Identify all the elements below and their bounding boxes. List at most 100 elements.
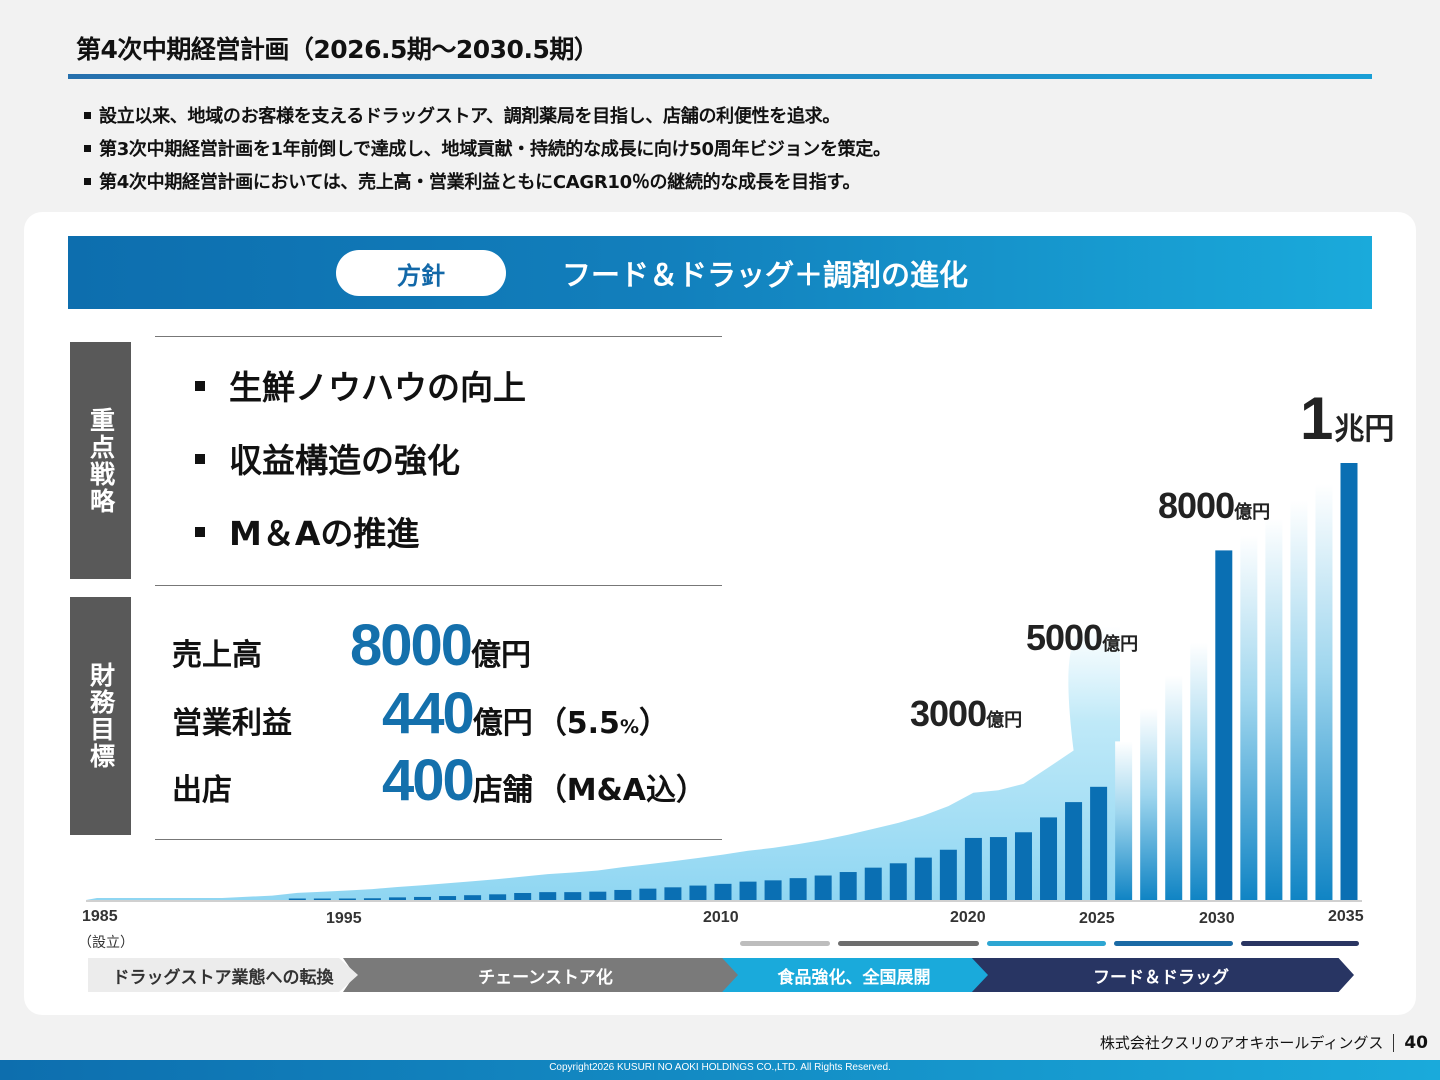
policy-text: フード＆ドラッグ＋調剤の進化 xyxy=(562,258,969,292)
bar-2016 xyxy=(864,867,882,900)
summary-bullet: 第4次中期経営計画においては、売上高・営業利益ともにCAGR10％の継続的な成長… xyxy=(84,166,891,199)
bar-2003 xyxy=(539,892,557,900)
x-tick-2035: 2035 xyxy=(1328,908,1364,925)
policy-banner xyxy=(68,236,1372,309)
bar-1997 xyxy=(388,897,406,900)
x-tick-1985: 1985 xyxy=(82,908,118,925)
bar-2019 xyxy=(939,849,957,900)
phase-line-5 xyxy=(1241,941,1359,946)
bar-2009 xyxy=(689,885,707,900)
bar-2017 xyxy=(889,863,907,900)
bar-2018 xyxy=(914,857,932,900)
bar-2014 xyxy=(814,875,832,900)
bar-2027 xyxy=(1140,708,1158,900)
bar-2020 xyxy=(964,837,982,900)
bar-2029 xyxy=(1190,642,1208,900)
x-tick-2020: 2020 xyxy=(950,909,986,926)
bar-1999 xyxy=(439,896,457,900)
bar-2030 xyxy=(1215,550,1233,900)
bar-2021 xyxy=(989,837,1007,900)
finance-row-unit: 店舗 xyxy=(472,773,533,808)
phase-drugstore-conversion: ドラッグストア業態への転換 xyxy=(88,958,358,992)
x-tick-1985-sub: （設立） xyxy=(78,935,134,951)
bar-2012 xyxy=(764,880,782,900)
bar-2010 xyxy=(714,883,732,900)
divider xyxy=(155,839,722,840)
finance-row-label: 出店 xyxy=(172,773,232,808)
finance-row-value: 400 xyxy=(382,748,475,813)
strategy-item: M＆Aの推進 xyxy=(195,504,526,577)
bar-1998 xyxy=(414,896,432,900)
strategy-item: 収益構造の強化 xyxy=(195,431,526,504)
bar-2013 xyxy=(789,878,807,900)
bar-2000 xyxy=(464,895,482,900)
x-tick-1995: 1995 xyxy=(326,910,362,927)
bar-2023 xyxy=(1040,817,1058,900)
annotation-5000: 5000億円 xyxy=(1026,617,1139,658)
bar-2026 xyxy=(1115,741,1133,900)
finance-row-unit: 億円 xyxy=(472,706,533,741)
annotation-8000: 8000億円 xyxy=(1158,485,1271,526)
summary-bullet: 第3次中期経営計画を1年前倒しで達成し、地域貢献・持続的な成長に向け50周年ビジ… xyxy=(84,133,891,166)
divider xyxy=(155,336,722,337)
bar-2006 xyxy=(614,889,632,900)
summary-bullet: 設立以来、地域のお客様を支えるドラッグストア、調剤薬局を目指し、店舗の利便性を追… xyxy=(84,100,891,133)
bar-2025 xyxy=(1090,786,1108,900)
bar-2001 xyxy=(489,894,507,900)
bar-2015 xyxy=(839,872,857,900)
finance-row-label: 売上高 xyxy=(172,638,262,673)
phase-chain-store: チェーンストア化 xyxy=(343,958,738,992)
footer-bar xyxy=(0,1060,1440,1080)
bar-2022 xyxy=(1014,832,1032,900)
x-tick-2010: 2010 xyxy=(703,909,739,926)
finance-row-note: （M&A込） xyxy=(536,773,707,808)
finance-row-unit: 億円 xyxy=(471,638,532,673)
bar-2007 xyxy=(639,888,657,900)
bar-1995 xyxy=(338,898,356,900)
phase-line-2 xyxy=(838,941,979,946)
company-name: 株式会社クスリのアオキホールディングス xyxy=(1099,1034,1384,1052)
policy-pill: 方針 xyxy=(336,250,506,296)
finance-label: 財務目標 xyxy=(70,597,131,835)
bar-2002 xyxy=(514,893,532,900)
bar-2032 xyxy=(1265,518,1283,900)
bar-2033 xyxy=(1290,500,1308,900)
bar-2034 xyxy=(1315,483,1333,900)
title-rule xyxy=(68,74,1372,79)
bar-2005 xyxy=(589,891,607,900)
strategy-list: 生鮮ノウハウの向上 収益構造の強化 M＆Aの推進 xyxy=(195,358,526,577)
finance-row-note: （5.5%） xyxy=(536,706,669,741)
bar-2008 xyxy=(664,887,682,900)
bar-1994 xyxy=(313,898,331,900)
x-tick-2030: 2030 xyxy=(1199,910,1235,927)
bar-1996 xyxy=(363,898,381,900)
copyright: Copyright2026 KUSURI NO AOKI HOLDINGS CO… xyxy=(549,1062,891,1073)
bar-2004 xyxy=(564,892,582,900)
strategy-label: 重点戦略 xyxy=(70,342,131,579)
finance-row-profit: 営業利益 440 億円 （5.5%） xyxy=(172,680,669,747)
phase-line-1 xyxy=(740,941,830,946)
finance-row-sales: 売上高 8000 億円 xyxy=(172,612,531,679)
bar-2031 xyxy=(1240,535,1258,900)
finance-row-value: 8000 xyxy=(350,613,473,678)
bar-2024 xyxy=(1065,802,1083,900)
footer-separator xyxy=(1393,1033,1395,1052)
page-title: 第4次中期経営計画（2026.5期～2030.5期） xyxy=(76,35,599,64)
finance-row-value: 440 xyxy=(382,681,475,746)
page-number: 40 xyxy=(1404,1032,1428,1053)
phase-food-expansion: 食品強化、全国展開 xyxy=(720,958,988,992)
summary-bullets: 設立以来、地域のお客様を支えるドラッグストア、調剤薬局を目指し、店舗の利便性を追… xyxy=(84,100,891,199)
phase-line-3 xyxy=(987,941,1106,946)
annotation-1-trillion: 1兆円 xyxy=(1300,385,1395,452)
x-tick-2025: 2025 xyxy=(1079,910,1115,927)
annotation-3000: 3000億円 xyxy=(910,693,1023,734)
finance-row-label: 営業利益 xyxy=(172,706,292,741)
strategy-item: 生鮮ノウハウの向上 xyxy=(195,358,526,431)
bar-2035 xyxy=(1340,463,1358,900)
divider xyxy=(155,585,722,586)
finance-row-stores: 出店 400 店舗 （M&A込） xyxy=(172,747,706,814)
bar-2028 xyxy=(1165,675,1183,900)
bar-1993 xyxy=(288,898,306,900)
phase-food-and-drug: フード＆ドラッグ xyxy=(968,958,1354,992)
phase-line-4 xyxy=(1114,941,1233,946)
